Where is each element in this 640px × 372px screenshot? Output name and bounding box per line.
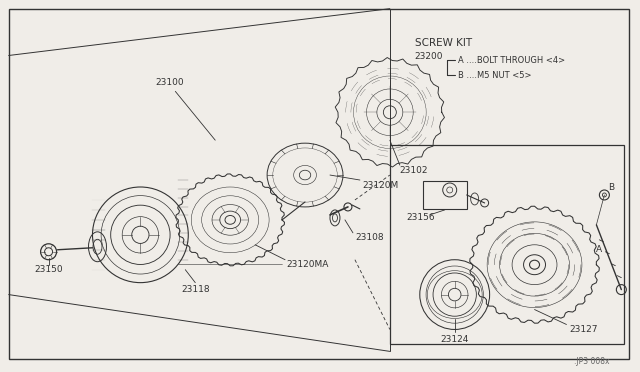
- Text: 23108: 23108: [355, 233, 383, 242]
- Text: 23100: 23100: [156, 78, 184, 87]
- Text: 23150: 23150: [35, 265, 63, 274]
- Text: A ....BOLT THROUGH <4>: A ....BOLT THROUGH <4>: [458, 56, 565, 65]
- Text: 23118: 23118: [181, 285, 209, 294]
- Text: 23124: 23124: [440, 335, 469, 344]
- Text: SCREW KIT: SCREW KIT: [415, 38, 472, 48]
- Text: 23127: 23127: [570, 325, 598, 334]
- Bar: [390, 145, 625, 344]
- Text: .JP3 008x: .JP3 008x: [574, 357, 609, 366]
- Text: 23156: 23156: [407, 214, 435, 222]
- Text: A: A: [596, 245, 602, 254]
- Text: 23120MA: 23120MA: [286, 260, 328, 269]
- Text: 23200: 23200: [415, 52, 444, 61]
- Text: B ....M5 NUT <5>: B ....M5 NUT <5>: [458, 71, 531, 80]
- Text: 23102: 23102: [400, 166, 428, 174]
- Bar: [423, 181, 467, 209]
- Text: 23120M: 23120M: [362, 180, 398, 189]
- Text: B: B: [608, 183, 614, 192]
